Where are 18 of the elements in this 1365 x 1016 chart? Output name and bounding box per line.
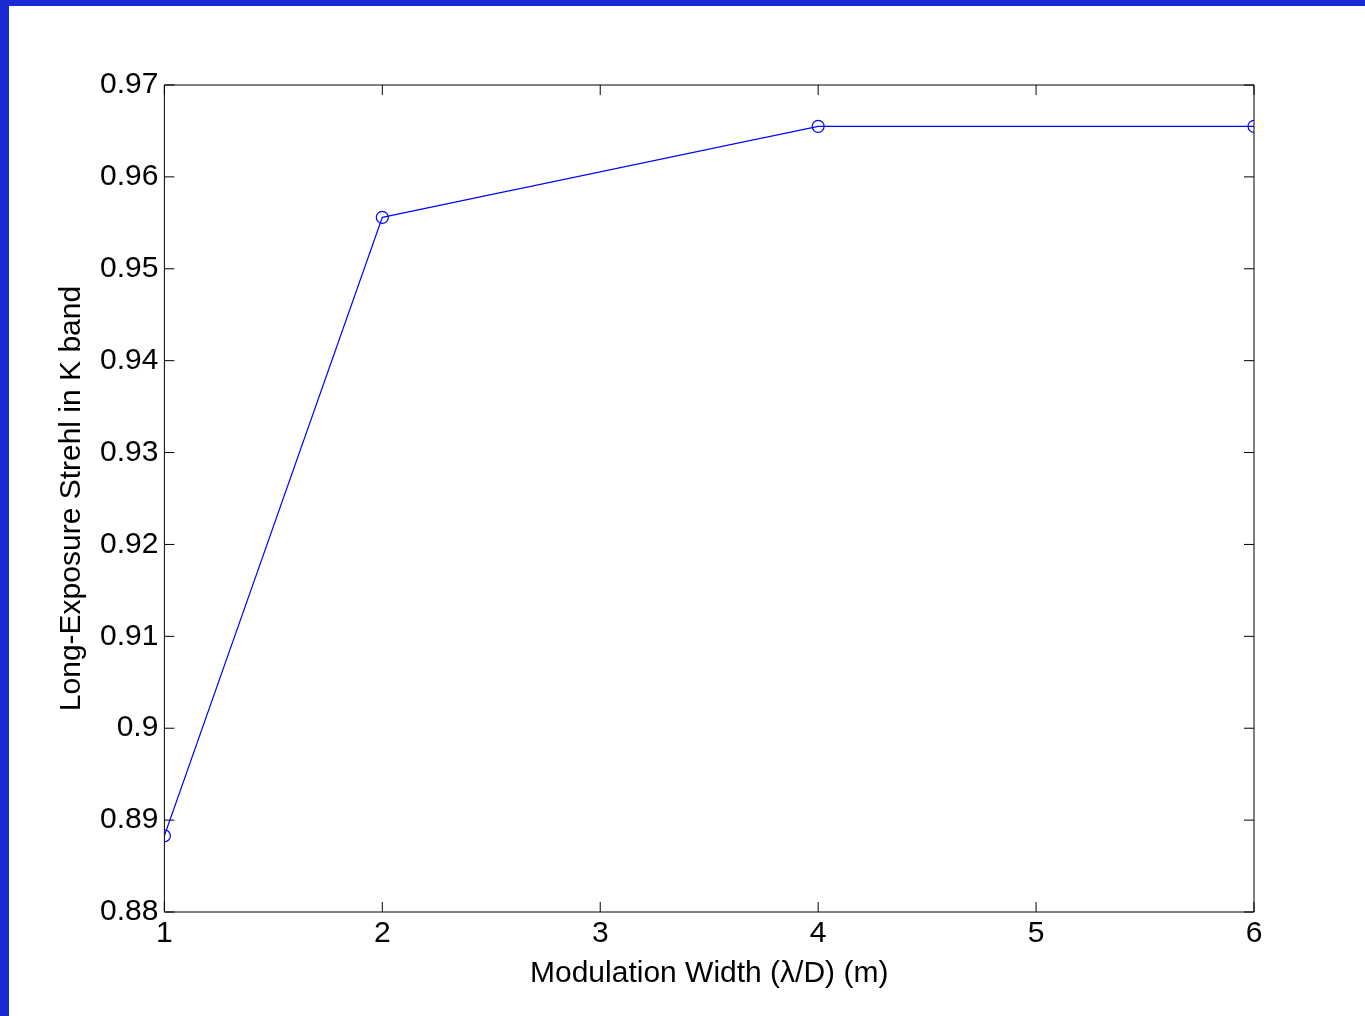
y-tick-label: 0.9 (116, 709, 159, 743)
x-tick-label: 3 (591, 915, 609, 949)
y-tick-label: 0.97 (100, 66, 159, 100)
x-tick-label: 6 (1245, 915, 1263, 949)
x-tick-label: 4 (809, 915, 827, 949)
x-axis-title: Modulation Width (λ/D) (m) (529, 955, 889, 989)
y-tick-label: 0.94 (100, 341, 159, 375)
y-tick-label: 0.96 (100, 158, 159, 192)
y-tick-label: 0.88 (100, 893, 159, 927)
y-tick-label: 0.95 (100, 250, 159, 284)
x-tick-label: 1 (156, 915, 173, 949)
x-tick-label: 5 (1027, 915, 1045, 949)
y-tick-label: 0.92 (100, 525, 159, 559)
x-tick-label: 2 (373, 915, 391, 949)
y-axis-title: Long-Exposure Strehl in K band (53, 285, 87, 712)
y-tick-label: 0.91 (100, 617, 159, 651)
y-tick-label: 0.89 (100, 801, 159, 835)
y-tick-label: 0.93 (100, 433, 159, 467)
